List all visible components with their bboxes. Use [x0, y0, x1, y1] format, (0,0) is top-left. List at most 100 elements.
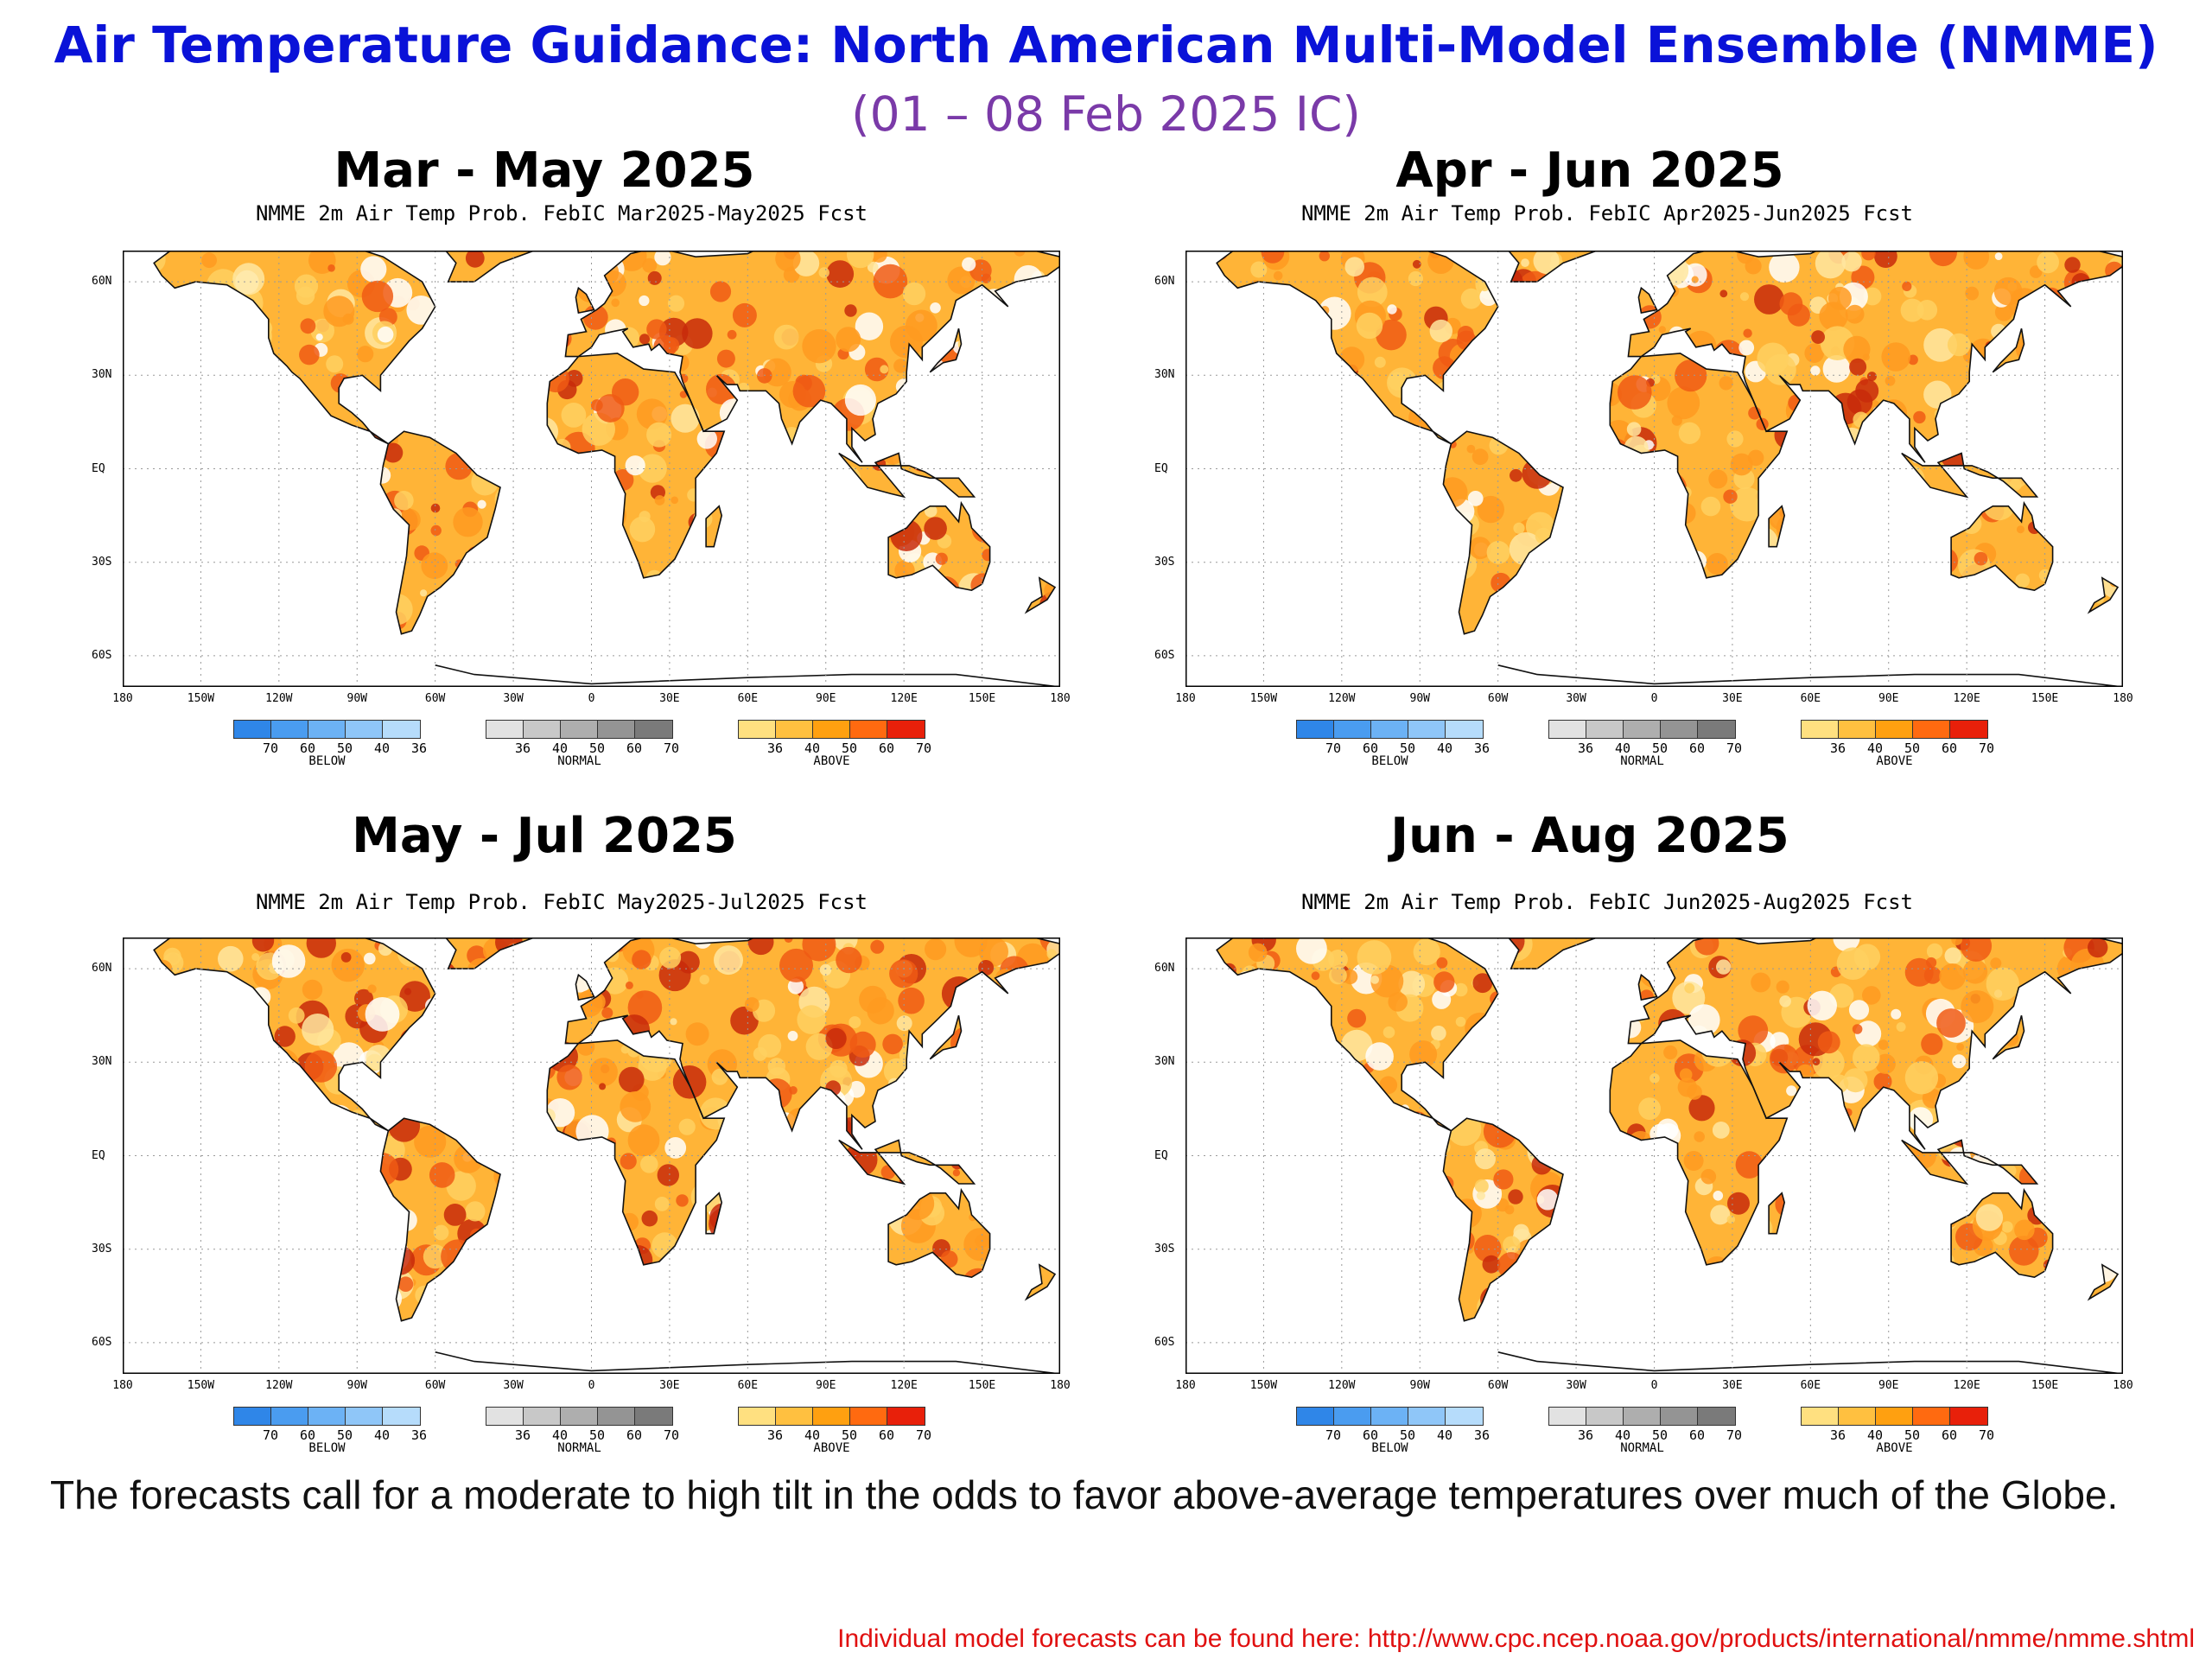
lon-label: 30W: [1566, 1379, 1586, 1392]
coastline-antarctica: [1497, 664, 2123, 687]
coastline-antarctica: [435, 1351, 1060, 1374]
legend-swatch: [383, 721, 420, 738]
summary-text: The forecasts call for a moderate to hig…: [50, 1472, 2119, 1517]
coastline-nz: [1024, 576, 1057, 614]
coastline-antarctica: [1497, 1351, 2123, 1374]
legend-swatch: [234, 721, 271, 738]
slide-subtitle: (01 – 08 Feb 2025 IC): [851, 86, 1361, 142]
legend-tick: 40: [551, 741, 569, 756]
legend-tick: 40: [373, 741, 391, 756]
coastline-indonesia: [838, 1139, 976, 1185]
legend-tick: 50: [1904, 1427, 1921, 1443]
legend-category-label: ABOVE: [1876, 754, 1913, 768]
legend-tick: 70: [1978, 741, 1995, 756]
legend-swatch: [308, 1408, 346, 1425]
lon-label: 180: [1050, 692, 1071, 705]
legend-swatch: [1549, 1408, 1586, 1425]
lon-label: 0: [588, 692, 595, 705]
coastline-australia: [887, 1187, 991, 1279]
legend-category-label: BELOW: [1371, 754, 1408, 768]
legend-tick: 60: [299, 1427, 316, 1443]
footer-link-text[interactable]: Individual model forecasts can be found …: [837, 1624, 2195, 1653]
legend-swatch: [1624, 721, 1661, 738]
lon-label: 150W: [187, 692, 215, 705]
lon-label: 30E: [1722, 1379, 1743, 1392]
lon-label: 90W: [1409, 1379, 1430, 1392]
lat-label: 30S: [1154, 555, 1175, 569]
legend-swatch: [1839, 1408, 1876, 1425]
map-frame: [1185, 251, 2123, 687]
legend-tick: 60: [1941, 1427, 1958, 1443]
coastline-uk: [1637, 973, 1658, 1001]
map-title: NMME 2m Air Temp Prob. FebIC Apr2025-Jun…: [1300, 201, 1913, 226]
legend-tick: 70: [1978, 1427, 1995, 1443]
legend-swatch: [1913, 1408, 1950, 1425]
coastline-japan: [1992, 1014, 2025, 1060]
lat-label: EQ: [1154, 461, 1168, 475]
lon-label: 150W: [1249, 692, 1278, 705]
coastline-japan: [929, 327, 963, 373]
legend-tick: 40: [1866, 741, 1884, 756]
coastline-eurasia: [564, 938, 1060, 1150]
coastline-africa: [546, 353, 726, 579]
legend-tick: 50: [336, 741, 353, 756]
legend-normal: 36 40 50 60 70 NORMAL: [486, 720, 679, 768]
legend-tick: 40: [373, 1427, 391, 1443]
legend-tick: 36: [1829, 741, 1847, 756]
lon-label: 30E: [659, 692, 680, 705]
lon-label: 180: [112, 692, 133, 705]
legend-tick: 40: [1436, 1427, 1453, 1443]
lat-label: 60N: [1154, 275, 1175, 289]
lon-label: 60W: [1487, 692, 1509, 705]
legend-tick: 36: [410, 1427, 428, 1443]
legend-category-label: ABOVE: [813, 1441, 850, 1455]
coastline-uk: [575, 973, 595, 1001]
legend-above: 36 40 50 60 70 ABOVE: [738, 1407, 931, 1455]
coastline-southAmerica: [1442, 430, 1564, 635]
lon-label: 60E: [1800, 692, 1821, 705]
lat-label: EQ: [92, 461, 105, 475]
legend-tick: 70: [915, 1427, 932, 1443]
forecast-panel: Mar - May 2025 NMME 2m Air Temp Prob. Feb…: [92, 143, 1149, 817]
legend-tick: 40: [551, 1427, 569, 1443]
map-title: NMME 2m Air Temp Prob. FebIC May2025-Jul…: [255, 890, 868, 914]
lon-label: 0: [588, 1379, 595, 1392]
legend-swatch: [850, 721, 887, 738]
coastline-africa: [1609, 1039, 1789, 1266]
legend-tick: 36: [1577, 1427, 1594, 1443]
lat-label: 60N: [1154, 962, 1175, 976]
lon-label: 60E: [737, 1379, 759, 1392]
coastline-australia: [887, 500, 991, 592]
legend-swatch: [1698, 1408, 1735, 1425]
coastline-indonesia: [838, 452, 976, 499]
legend-tick: 36: [514, 1427, 531, 1443]
legend-swatch: [887, 1408, 925, 1425]
legend-tick: 60: [1362, 1427, 1379, 1443]
lon-label: 120E: [890, 692, 918, 705]
slide-title: Air Temperature Guidance: North American…: [54, 16, 2158, 74]
lat-label: 60N: [92, 962, 112, 976]
forecast-panel: Jun - Aug 2025 NMME 2m Air Temp Prob. Feb…: [1154, 808, 2212, 1482]
coastline-eurasia: [564, 251, 1060, 463]
legend-swatch: [850, 1408, 887, 1425]
legend-tick: 60: [626, 1427, 643, 1443]
coastline-northAmerica: [1216, 938, 1499, 1132]
legend-category-label: NORMAL: [1620, 1441, 1664, 1455]
legend-normal: 36 40 50 60 70 NORMAL: [486, 1407, 679, 1455]
map-frame: [123, 938, 1060, 1374]
legend-swatch: [598, 721, 635, 738]
coastline-africa: [546, 1039, 726, 1266]
lon-label: 90E: [816, 692, 836, 705]
legend-swatch: [486, 721, 524, 738]
legend-tick: 36: [1473, 1427, 1491, 1443]
legend-tick: 50: [841, 741, 858, 756]
lon-label: 90E: [816, 1379, 836, 1392]
lat-label: 30N: [1154, 368, 1175, 382]
legend-swatch: [1297, 1408, 1334, 1425]
legend-swatch: [1549, 721, 1586, 738]
legend-above: 36 40 50 60 70 ABOVE: [738, 720, 931, 768]
coastline-greenland: [1507, 251, 1599, 283]
legend-tick: 60: [299, 741, 316, 756]
lon-label: 180: [2113, 1379, 2133, 1392]
coastline-nz: [2087, 576, 2120, 614]
